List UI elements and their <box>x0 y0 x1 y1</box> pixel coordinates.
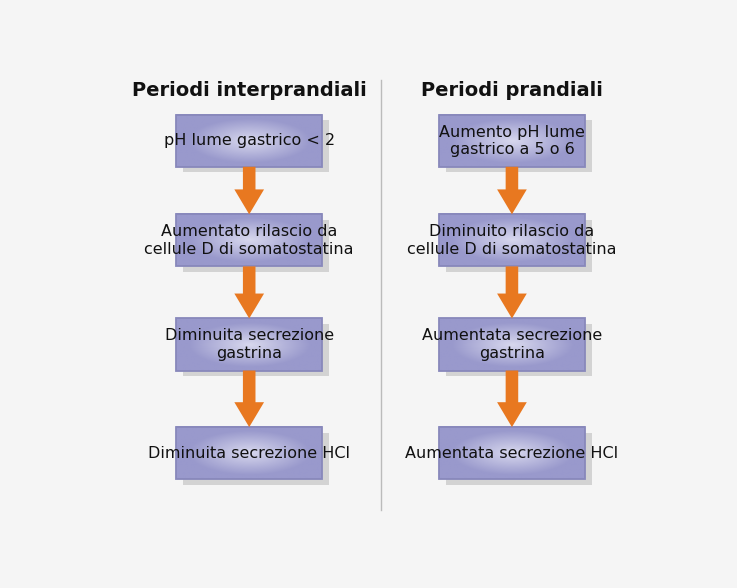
FancyBboxPatch shape <box>184 120 329 172</box>
FancyBboxPatch shape <box>446 433 592 485</box>
Text: Periodi prandiali: Periodi prandiali <box>421 81 603 101</box>
Polygon shape <box>497 167 527 214</box>
FancyBboxPatch shape <box>446 120 592 172</box>
Text: Diminuita secrezione
gastrina: Diminuita secrezione gastrina <box>164 328 334 360</box>
FancyBboxPatch shape <box>184 324 329 376</box>
FancyBboxPatch shape <box>184 433 329 485</box>
Text: Periodi interprandiali: Periodi interprandiali <box>132 81 366 101</box>
Text: Diminuito rilascio da
cellule D di somatostatina: Diminuito rilascio da cellule D di somat… <box>407 224 617 256</box>
Polygon shape <box>234 370 264 427</box>
Text: Aumentato rilascio da
cellule D di somatostatina: Aumentato rilascio da cellule D di somat… <box>144 224 354 256</box>
Polygon shape <box>497 370 527 427</box>
Polygon shape <box>497 266 527 319</box>
Text: Aumentata secrezione
gastrina: Aumentata secrezione gastrina <box>422 328 602 360</box>
Text: Aumentata secrezione HCl: Aumentata secrezione HCl <box>405 446 618 460</box>
Text: pH lume gastrico < 2: pH lume gastrico < 2 <box>164 133 335 148</box>
FancyBboxPatch shape <box>446 324 592 376</box>
FancyBboxPatch shape <box>446 220 592 272</box>
FancyBboxPatch shape <box>184 220 329 272</box>
Polygon shape <box>234 266 264 319</box>
Text: Diminuita secrezione HCl: Diminuita secrezione HCl <box>148 446 350 460</box>
Polygon shape <box>234 167 264 214</box>
Text: Aumento pH lume
gastrico a 5 o 6: Aumento pH lume gastrico a 5 o 6 <box>439 125 585 157</box>
